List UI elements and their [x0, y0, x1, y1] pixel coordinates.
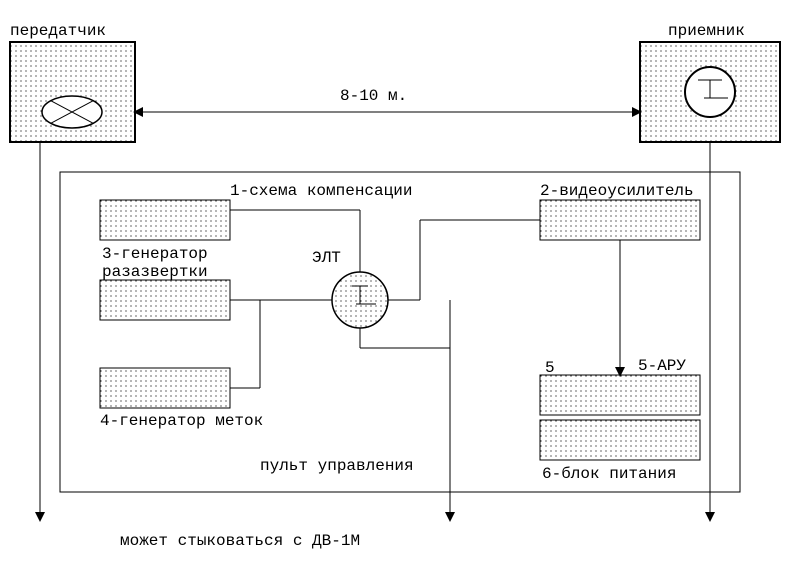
- receiver-label: приемник: [668, 22, 745, 40]
- transmitter-label: передатчик: [10, 22, 106, 40]
- distance-label: 8-10 м.: [340, 87, 407, 105]
- block-6-psu: [540, 420, 700, 460]
- block-1-compensation: [100, 200, 230, 240]
- block-4-mark-gen: [100, 368, 230, 408]
- block3-label-a: 3-генератор: [102, 245, 208, 263]
- five-tick-label: 5: [545, 359, 555, 377]
- block-2-video-amp: [540, 200, 700, 240]
- console-label: пульт управления: [260, 457, 414, 475]
- block-3-sweep-gen: [100, 280, 230, 320]
- block6-label: 6-блок питания: [542, 465, 676, 483]
- block4-label: 4-генератор меток: [100, 412, 263, 430]
- crt-label: ЭЛТ: [312, 249, 341, 267]
- footer-label: может стыковаться с ДВ-1М: [120, 532, 360, 550]
- block2-label: 2-видеоусилитель: [540, 182, 694, 200]
- block3-label-b: разазвертки: [102, 263, 208, 281]
- block1-label: 1-схема компенсации: [230, 182, 412, 200]
- block5-label: 5-АРУ: [638, 357, 686, 375]
- block-5-aru: [540, 375, 700, 415]
